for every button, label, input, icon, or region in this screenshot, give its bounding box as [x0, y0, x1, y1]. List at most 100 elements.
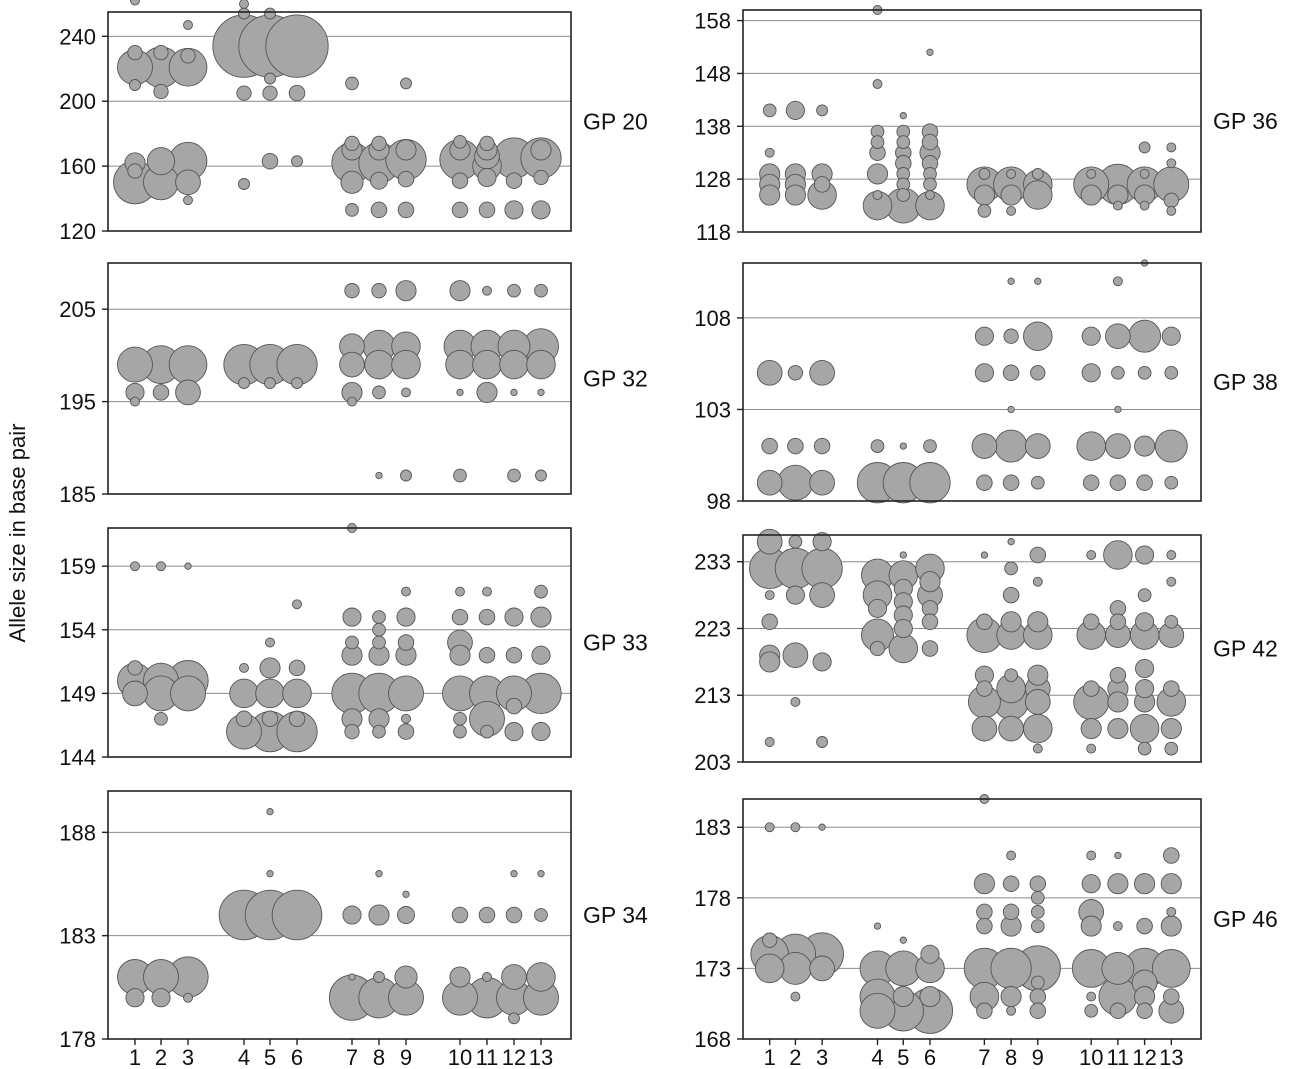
allele-bubble [1136, 917, 1153, 935]
plot-frame [107, 790, 572, 1040]
allele-bubble [372, 610, 386, 624]
plot-frame [107, 11, 572, 232]
allele-bubble [1160, 718, 1182, 740]
allele-bubble [816, 104, 829, 117]
y-tick-label: 183 [59, 924, 96, 949]
allele-bubble [1030, 975, 1045, 990]
allele-bubble [896, 135, 911, 149]
allele-bubble [1006, 168, 1017, 179]
allele-bubble [809, 955, 835, 982]
x-tick-label: 8 [373, 1045, 385, 1069]
panel-label: GP 34 [583, 902, 648, 928]
panel-gp-33: 144 149 154 159 GP 33 [59, 523, 648, 770]
allele-bubble [971, 715, 998, 742]
allele-bubble [973, 873, 995, 895]
x-tick-label: 2 [155, 1045, 167, 1069]
allele-bubble [1114, 851, 1122, 860]
allele-bubble [1164, 741, 1179, 756]
allele-bubble [370, 171, 388, 190]
allele-bubble [373, 971, 385, 983]
allele-bubble [453, 134, 467, 149]
allele-bubble [1139, 200, 1150, 211]
allele-bubble [1112, 276, 1123, 287]
allele-bubble [1134, 873, 1156, 895]
allele-bubble [1134, 435, 1156, 457]
x-tick-label: 9 [1032, 1045, 1044, 1069]
allele-bubble [1002, 474, 1020, 491]
allele-bubble [1154, 429, 1188, 463]
allele-bubble [977, 204, 992, 218]
allele-bubble [867, 598, 888, 618]
allele-bubble [127, 44, 143, 61]
allele-bubble [288, 84, 306, 102]
allele-bubble [482, 285, 492, 296]
allele-bubble [479, 135, 495, 152]
allele-bubble [372, 724, 386, 739]
allele-bubble [1164, 365, 1179, 380]
allele-bubble [510, 870, 518, 878]
allele-bubble [1086, 550, 1097, 560]
allele-bubble [1109, 1002, 1127, 1020]
y-tick-label: 103 [694, 397, 731, 422]
allele-bubble [183, 20, 193, 30]
allele-bubble [809, 469, 835, 496]
allele-bubble [397, 634, 415, 651]
allele-bubble [892, 986, 914, 1008]
y-tick-label: 188 [59, 820, 96, 845]
plot-frame [742, 534, 1202, 763]
allele-bubble [1004, 668, 1018, 683]
allele-bubble [756, 359, 783, 386]
allele-bubble [1163, 680, 1180, 697]
allele-bubble [1084, 1003, 1099, 1018]
allele-bubble [449, 644, 471, 666]
allele-bubble [1136, 1002, 1153, 1020]
allele-bubble [896, 188, 911, 202]
allele-bubble [788, 534, 803, 549]
allele-bubble [288, 659, 306, 677]
plot-frame [742, 262, 1202, 502]
allele-bubble [888, 633, 919, 664]
allele-bubble [974, 363, 994, 383]
x-tick-label: 4 [238, 1045, 250, 1069]
allele-bubble [872, 190, 883, 200]
allele-bubble [1107, 873, 1129, 895]
y-tick-label: 128 [694, 167, 731, 192]
allele-bubble [261, 710, 279, 728]
allele-bubble [501, 964, 527, 990]
allele-bubble [127, 163, 143, 179]
allele-bubble [1082, 613, 1100, 631]
allele-bubble [921, 640, 939, 657]
allele-bubble [785, 100, 805, 120]
allele-bubble [920, 944, 940, 964]
x-tick-label: 11 [1106, 1045, 1129, 1069]
allele-bubble [482, 586, 492, 597]
allele-bubble [761, 613, 778, 631]
allele-bubble [372, 622, 386, 637]
allele-bubble [1030, 890, 1045, 905]
allele-bubble [264, 72, 276, 85]
allele-bubble [340, 170, 364, 194]
allele-bubble [533, 169, 549, 186]
y-tick-label: 120 [59, 219, 96, 244]
allele-bubble [504, 607, 524, 627]
y-tick-label: 160 [59, 154, 96, 179]
x-tick-label: 1 [129, 1045, 141, 1069]
allele-bubble [899, 936, 907, 944]
x-tick-label: 8 [1005, 1045, 1017, 1069]
panel-label: GP 42 [1213, 636, 1278, 662]
allele-bubble [1086, 168, 1097, 179]
panel-gp-20: 120 160 200 240 GP 20 [59, 0, 648, 244]
allele-bubble [1034, 277, 1042, 285]
allele-bubble [388, 675, 424, 712]
y-tick-label: 233 [694, 550, 731, 575]
allele-bubble [180, 48, 196, 64]
allele-bubble [236, 85, 252, 101]
allele-bubble [1024, 433, 1051, 459]
allele-bubble [1166, 142, 1177, 153]
allele-bubble [526, 962, 556, 992]
allele-bubble [239, 0, 249, 9]
allele-bubble [451, 201, 469, 219]
x-tick-label: 6 [924, 1045, 936, 1069]
allele-bubble [1163, 192, 1179, 208]
allele-bubble [1029, 546, 1047, 564]
